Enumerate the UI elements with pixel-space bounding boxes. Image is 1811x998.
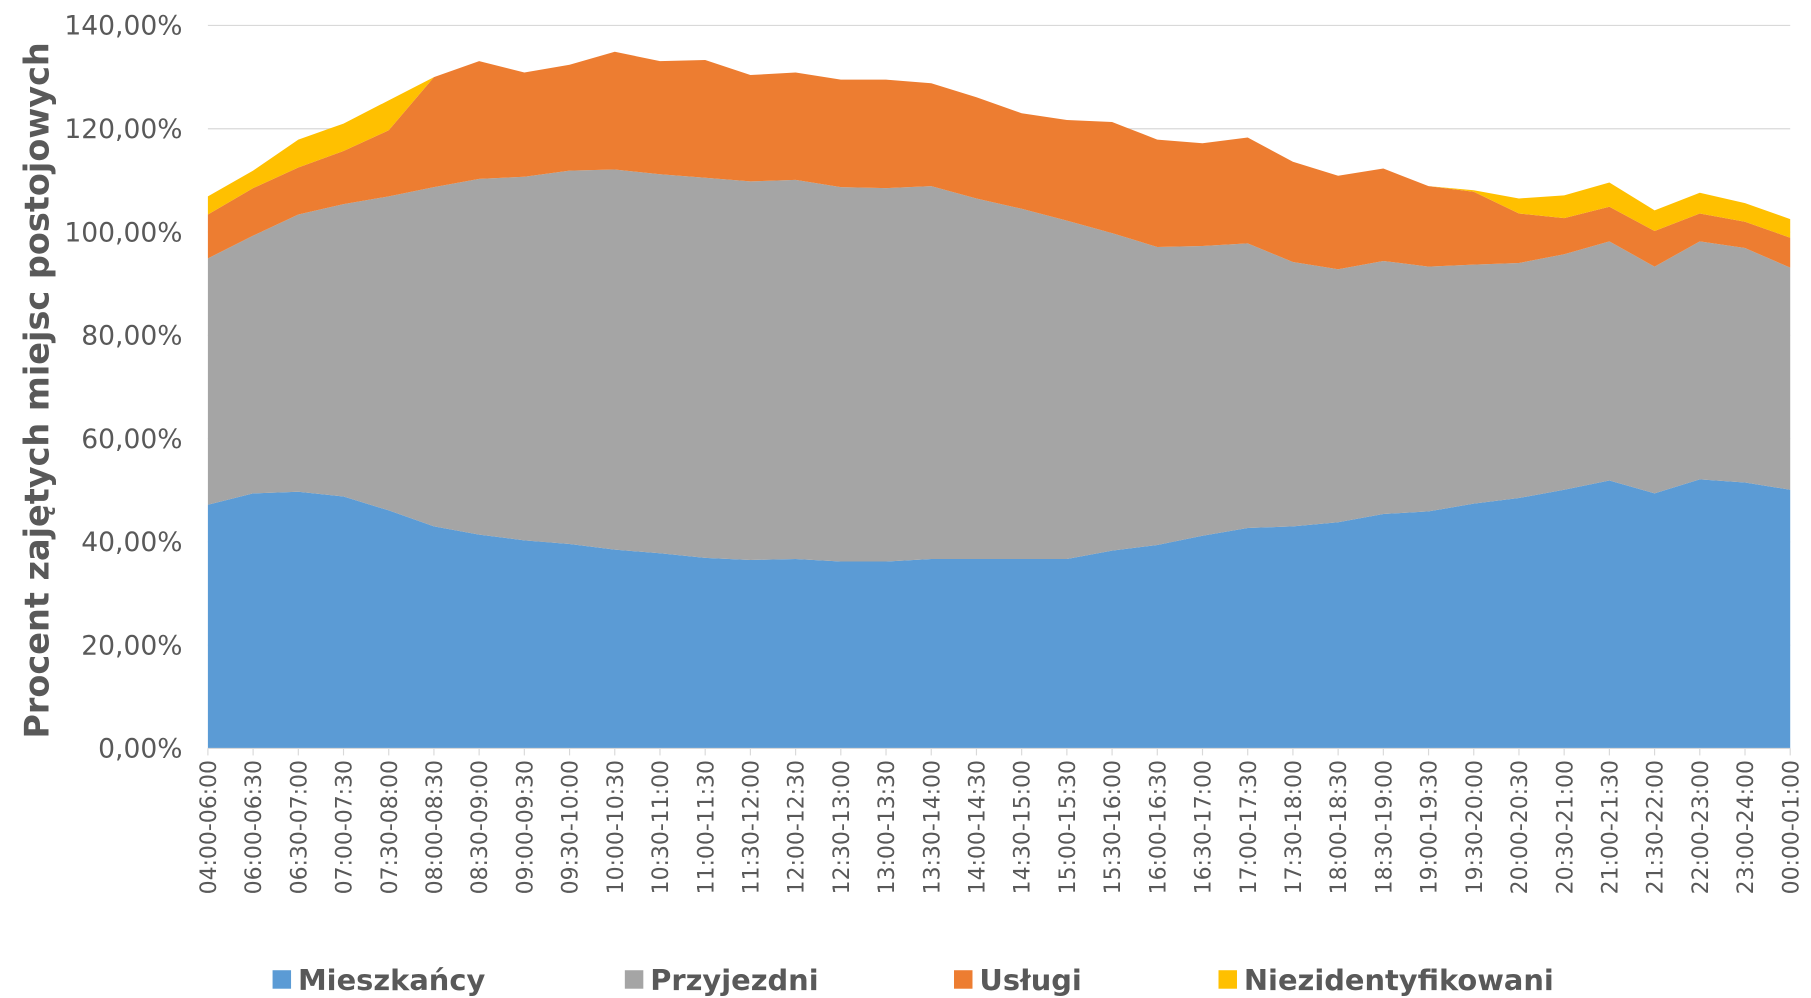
y-tick-label: 40,00% [81, 527, 182, 558]
x-tick-label: 17:30-18:00 [1282, 760, 1307, 894]
legend-label: Usługi [979, 963, 1081, 997]
y-axis-label: Procent zajętych miejsc postojowych [18, 42, 57, 738]
y-tick-label: 60,00% [81, 424, 182, 455]
x-tick-label: 11:00-11:30 [694, 760, 719, 894]
x-tick-label: 09:00-09:30 [513, 760, 538, 894]
x-tick-label: 08:30-09:00 [468, 760, 493, 894]
x-tick-label: 19:00-19:30 [1418, 760, 1443, 894]
area [207, 479, 1791, 749]
x-tick-label: 20:00-20:30 [1508, 760, 1533, 894]
y-tick-label: 20,00% [81, 630, 182, 661]
x-tick-label: 13:30-14:00 [920, 760, 945, 894]
x-tick-label: 09:30-10:00 [559, 760, 584, 894]
x-tick-label: 14:30-15:00 [1011, 760, 1036, 894]
x-tick-label: 12:00-12:30 [785, 760, 810, 894]
x-tick-label: 18:00-18:30 [1327, 760, 1352, 894]
legend-label: Niezidentyfikowani [1244, 963, 1554, 997]
legend-label: Mieszkańcy [298, 963, 485, 997]
x-tick-label: 10:00-10:30 [604, 760, 629, 894]
legend-swatch [954, 970, 973, 989]
area [207, 51, 1791, 270]
x-tick-label: 22:00-23:00 [1689, 760, 1714, 894]
x-tick-label: 20:30-21:00 [1553, 760, 1578, 894]
x-tick-label: 16:00-16:30 [1146, 760, 1171, 894]
x-tick-label: 19:30-20:00 [1463, 760, 1488, 894]
y-tick-label: 80,00% [81, 321, 182, 352]
x-tick-label: 04:00-06:00 [197, 760, 222, 894]
y-tick-label: 0,00% [98, 734, 182, 765]
x-tick-label: 16:30-17:00 [1192, 760, 1217, 894]
legend-swatch [1218, 970, 1237, 989]
x-tick-label: 00:00-01:00 [1779, 760, 1804, 894]
x-tick-label: 06:00-06:30 [242, 760, 267, 894]
x-tick-label: 10:30-11:00 [649, 760, 674, 894]
legend-swatch [272, 970, 292, 989]
legend-swatch [624, 970, 644, 989]
x-tick-label: 15:30-16:00 [1101, 760, 1126, 894]
y-tick-label: 120,00% [64, 114, 182, 145]
y-tick-label: 100,00% [64, 217, 182, 248]
area [207, 169, 1791, 562]
x-tick-label: 08:00-08:30 [423, 760, 448, 894]
x-tick-label: 21:00-21:30 [1598, 760, 1623, 894]
x-tick-label: 13:00-13:30 [875, 760, 900, 894]
x-tick-label: 21:30-22:00 [1644, 760, 1669, 894]
legend-label: Przyjezdni [650, 963, 818, 997]
x-tick-label: 23:00-24:00 [1734, 760, 1759, 894]
x-tick-label: 12:30-13:00 [830, 760, 855, 894]
x-tick-label: 14:00-14:30 [966, 760, 991, 894]
x-tick-label: 18:30-19:00 [1372, 760, 1397, 894]
x-tick-label: 11:30-12:00 [739, 760, 764, 894]
x-tick-label: 15:00-15:30 [1056, 760, 1081, 894]
x-tick-label: 07:30-08:00 [378, 760, 403, 894]
x-tick-label: 06:30-07:00 [287, 760, 312, 894]
x-tick-label: 17:00-17:30 [1237, 760, 1262, 894]
x-tick-label: 07:00-07:30 [333, 760, 358, 894]
y-tick-label: 140,00% [64, 11, 182, 42]
